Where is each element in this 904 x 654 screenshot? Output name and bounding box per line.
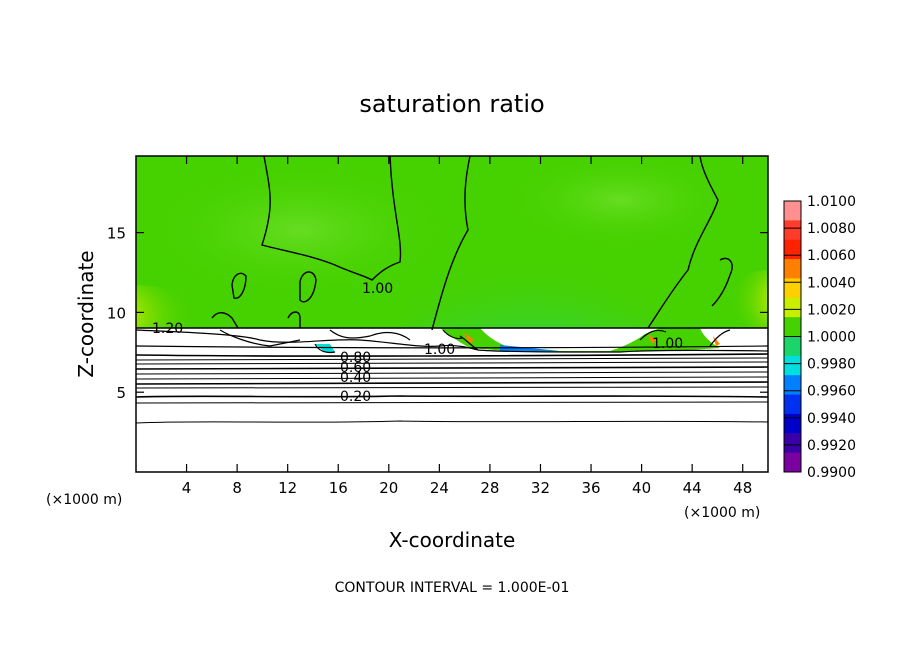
x-tick-label: 4 xyxy=(182,479,192,497)
contour-label: 1.00 xyxy=(652,336,683,352)
colorbar-label: 0.9900 xyxy=(807,465,856,481)
colorbar-label: 1.0100 xyxy=(807,194,856,210)
plot-area: 1.20 1.00 1.00 1.00 0.80 0.60 0.40 0.20 xyxy=(136,156,768,472)
x-tick-label: 24 xyxy=(430,479,449,497)
colorbar-swatch xyxy=(784,220,801,241)
colorbar-label: 1.0020 xyxy=(807,302,856,318)
cloud-orange-fill xyxy=(648,334,656,344)
colorbar-label: 0.9960 xyxy=(807,384,856,400)
x-tick-label: 20 xyxy=(379,479,398,497)
x-tick-label: 48 xyxy=(733,479,752,497)
colorbar-swatch xyxy=(784,297,801,318)
clear-region xyxy=(136,328,768,472)
colorbar-swatch xyxy=(784,394,801,415)
colorbar-label: 1.0080 xyxy=(807,221,856,237)
field-light-patch xyxy=(140,160,460,300)
plot-frame xyxy=(135,155,769,473)
contour-label: 0.80 xyxy=(340,350,371,366)
x-axis-ticks: 4 8 12 16 20 24 28 32 36 40 44 48 xyxy=(182,156,752,497)
x-tick-label: 36 xyxy=(581,479,600,497)
colorbar-swatch xyxy=(784,452,801,473)
x-axis-unit: (×1000 m) xyxy=(684,505,760,521)
y-tick-label: 10 xyxy=(107,304,126,322)
x-tick-label: 28 xyxy=(480,479,499,497)
colorbar-swatch xyxy=(784,239,801,260)
x-tick-label: 44 xyxy=(683,479,702,497)
y-axis-ticks: 5 10 15 xyxy=(107,225,768,402)
colorbar-label: 0.9920 xyxy=(807,438,856,454)
contour-labels: 1.20 1.00 1.00 1.00 0.80 0.60 0.40 0.20 xyxy=(152,281,683,405)
y-axis-unit: (×1000 m) xyxy=(46,492,122,508)
colorbar-label: 0.9940 xyxy=(807,411,856,427)
colorbar-label: 1.0000 xyxy=(807,330,856,346)
colorbar-swatch xyxy=(784,433,801,454)
x-tick-label: 8 xyxy=(232,479,242,497)
x-tick-label: 12 xyxy=(278,479,297,497)
colorbar-label: 1.0040 xyxy=(807,275,856,291)
contour-interval-note: CONTOUR INTERVAL = 1.000E-01 xyxy=(335,580,570,596)
colorbar-labels: 1.0100 1.0080 1.0060 1.0040 1.0020 1.0000 0.99… xyxy=(784,194,856,481)
colorbar-swatch xyxy=(784,336,801,357)
colorbar-swatch xyxy=(784,317,801,337)
y-tick-label: 15 xyxy=(107,225,126,243)
contour-label: 1.00 xyxy=(362,281,393,297)
colorbar-swatch xyxy=(784,355,801,376)
contour-lines-upper xyxy=(136,156,768,331)
colorbar-swatch xyxy=(784,259,801,279)
contour-label: 1.20 xyxy=(152,321,183,337)
cloud-orange-fill xyxy=(713,336,720,346)
x-axis-title: X-coordinate xyxy=(389,528,516,552)
colorbar-label: 1.0060 xyxy=(807,248,856,264)
contour-label: 1.00 xyxy=(424,342,455,358)
contour-label: 0.40 xyxy=(340,370,371,386)
chart-title: saturation ratio xyxy=(359,90,544,118)
colorbar-label: 0.9980 xyxy=(807,357,856,373)
cloud-boundary-fill xyxy=(440,328,720,352)
y-axis-title: Z-coordinate xyxy=(74,250,98,377)
colorbar-swatch xyxy=(784,278,801,299)
field-light-patch xyxy=(500,156,740,250)
x-tick-label: 16 xyxy=(329,479,348,497)
colorbar-swatch xyxy=(784,413,801,434)
y-tick-label: 5 xyxy=(116,384,126,402)
colorbar xyxy=(783,200,802,473)
colorbar-swatch xyxy=(784,201,801,221)
contour-label: 0.60 xyxy=(340,360,371,376)
x-tick-label: 32 xyxy=(531,479,550,497)
contour-label: 0.20 xyxy=(340,389,371,405)
cloud-orange-fill xyxy=(463,332,474,344)
colorbar-swatch xyxy=(784,375,801,396)
x-tick-label: 40 xyxy=(632,479,651,497)
field-yellow-right xyxy=(728,270,768,330)
contour-lines-boundary xyxy=(136,329,768,354)
